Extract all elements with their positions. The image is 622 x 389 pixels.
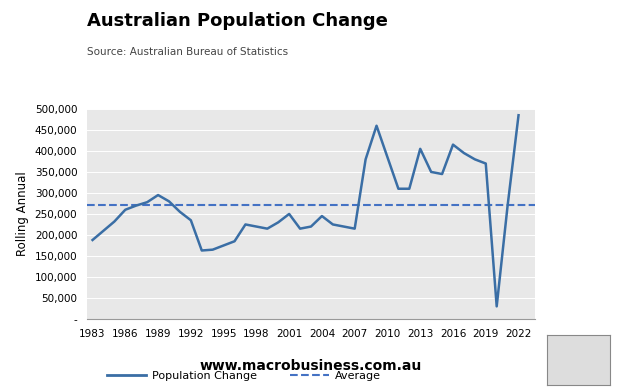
- Text: Source: Australian Bureau of Statistics: Source: Australian Bureau of Statistics: [87, 47, 288, 57]
- Y-axis label: Rolling Annual: Rolling Annual: [16, 172, 29, 256]
- Text: MACRO: MACRO: [546, 24, 595, 37]
- Text: BUSINESS: BUSINESS: [545, 47, 596, 56]
- Legend: Population Change, Average: Population Change, Average: [103, 366, 385, 385]
- Text: Australian Population Change: Australian Population Change: [87, 12, 388, 30]
- Text: www.macrobusiness.com.au: www.macrobusiness.com.au: [200, 359, 422, 373]
